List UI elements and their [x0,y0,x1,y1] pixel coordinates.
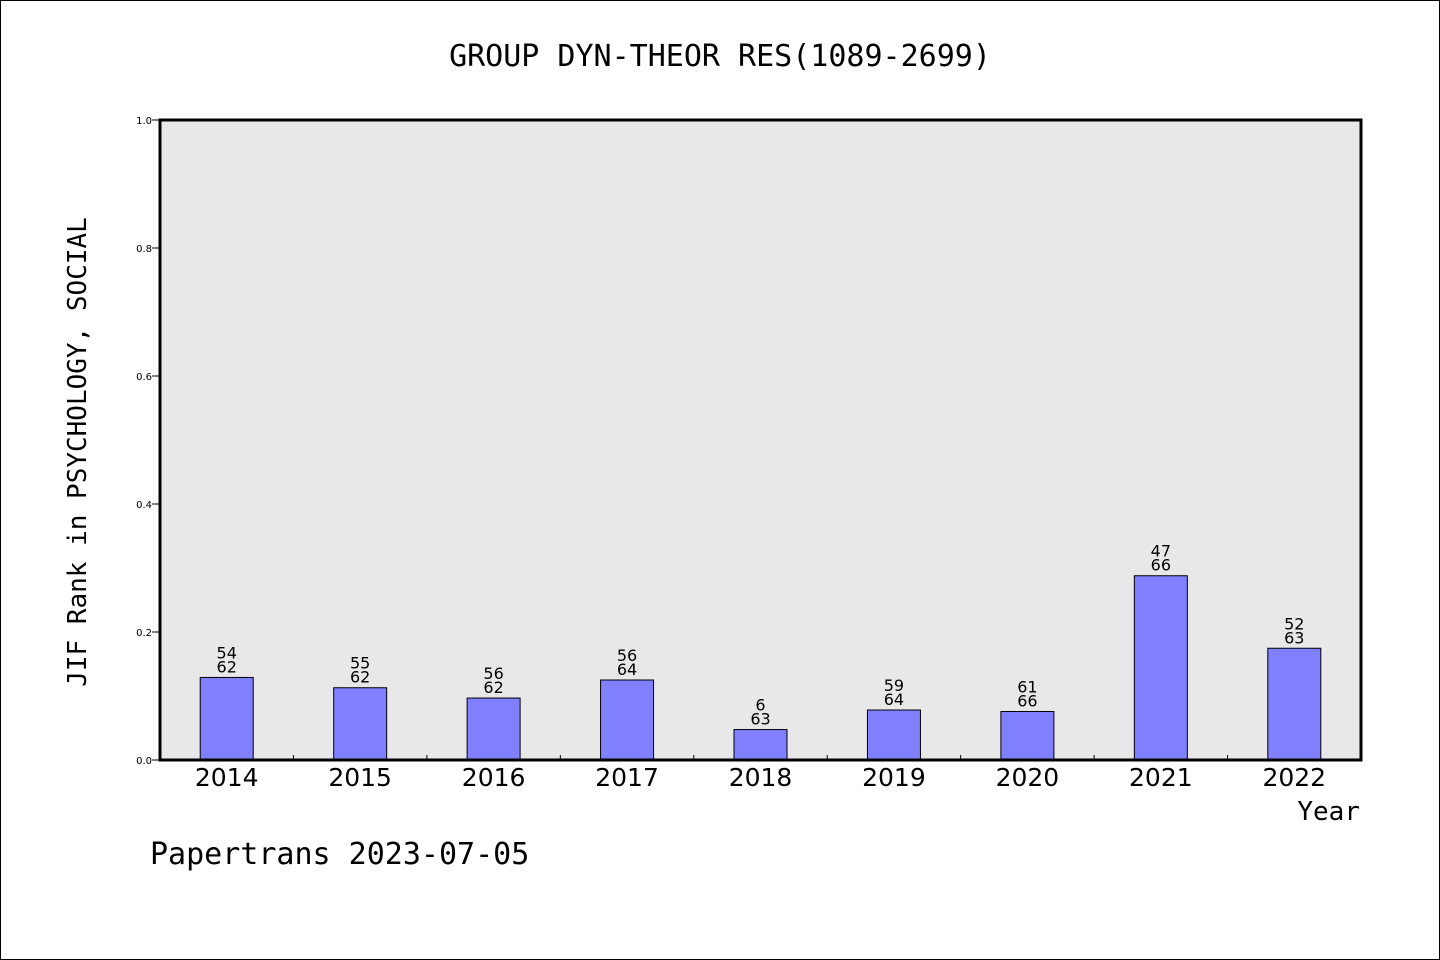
bar-label-total: 66 [1151,556,1171,575]
x-tick-label: 2015 [328,763,392,792]
bar-label-rank: 47 [1151,542,1171,561]
x-axis-label: Year [1297,797,1360,827]
bar-label-total: 62 [483,678,503,697]
bar-label-rank: 6 [755,696,765,715]
chart-title: GROUP DYN-THEOR RES(1089-2699) [449,39,991,74]
bar-label-rank: 61 [1017,677,1037,696]
x-tick-label: 2017 [595,763,659,792]
bar-label-rank: 59 [884,676,904,695]
x-tick-label: 2021 [1129,763,1193,792]
bar-2021 [1133,575,1188,761]
bar-2022 [1267,647,1322,761]
x-tick-label: 2019 [862,763,926,792]
bar-label-rank: 56 [617,646,637,665]
plot-border [158,118,1363,762]
bar-label-rank: 55 [350,654,370,673]
y-tick-label: 0.4 [136,500,152,511]
bar-label-rank: 52 [1284,614,1304,633]
bar-2016 [466,697,521,761]
x-tick-label: 2022 [1262,763,1326,792]
bar-label-total: 64 [617,660,637,679]
bar-2019 [866,709,921,761]
bar-label-total: 62 [350,668,370,687]
bar-2015 [333,687,388,761]
x-tick-label: 2014 [195,763,259,792]
bar-2017 [600,679,655,761]
x-tick-label: 2018 [729,763,793,792]
y-tick-label: 0.8 [136,244,152,255]
bar-label-total: 64 [884,690,904,709]
footer-text: Papertrans 2023-07-05 [150,837,529,872]
bar-2020 [1000,710,1055,761]
bar-label-total: 63 [750,710,770,729]
bar-2018 [733,729,788,761]
bar-label-total: 62 [217,657,237,676]
x-tick-label: 2016 [462,763,526,792]
bar-2014 [199,676,254,761]
bar-label-total: 66 [1017,691,1037,710]
x-tick-label: 2020 [996,763,1060,792]
y-tick-label: 0.0 [136,756,152,767]
bar-label-total: 63 [1284,628,1304,647]
bar-label-rank: 54 [217,643,237,662]
y-tick-label: 1.0 [136,116,152,127]
y-tick-label: 0.6 [136,372,152,383]
bar-label-rank: 56 [483,664,503,683]
y-tick-label: 0.2 [136,628,152,639]
y-axis-label: JIF Rank in PSYCHOLOGY, SOCIAL [63,217,93,687]
